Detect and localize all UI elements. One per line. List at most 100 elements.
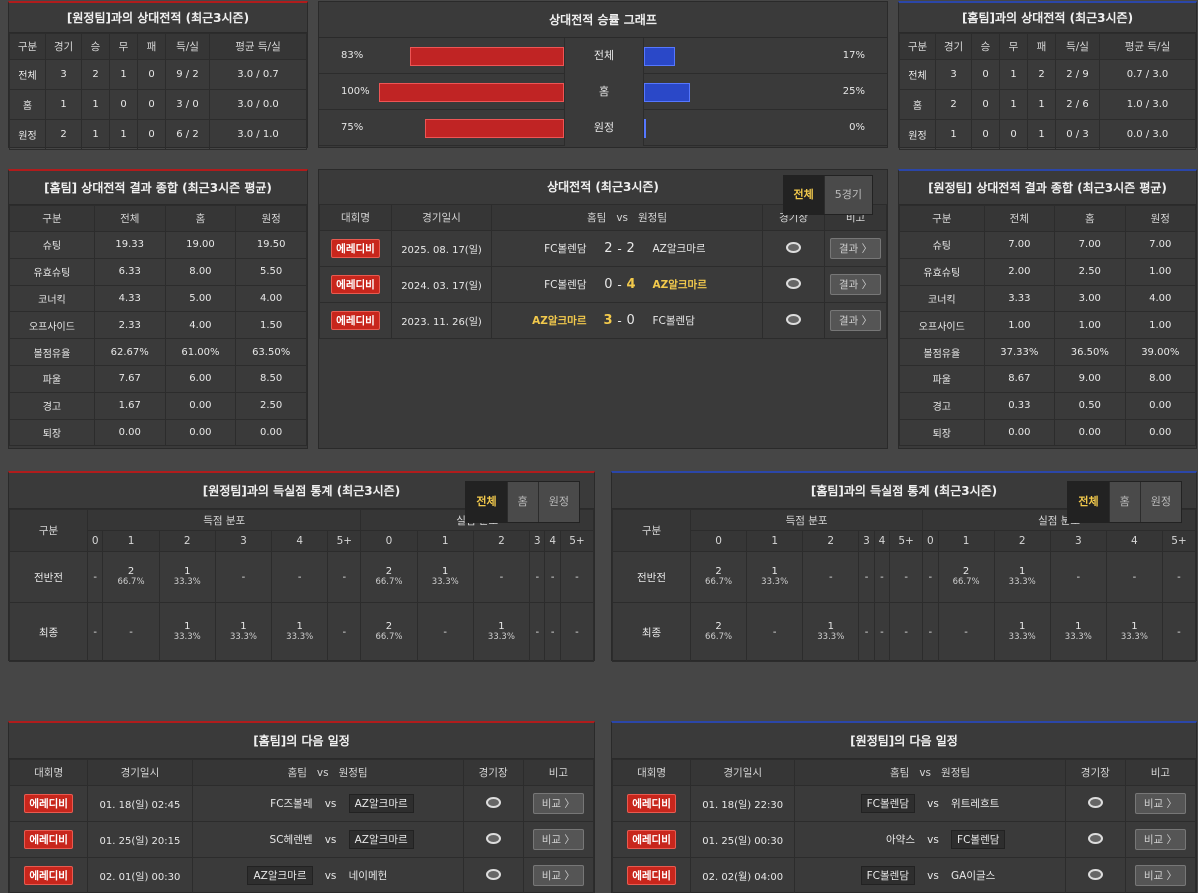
col-away: 원정팀 <box>638 212 667 224</box>
goals-home-tabs: 전체 홈 원정 <box>1067 481 1182 523</box>
compare-button[interactable]: 비교 〉 <box>1134 793 1186 814</box>
table-row: 볼점유율 37.33% 36.50% 39.00% <box>899 338 1197 366</box>
compare-button[interactable]: 비교 〉 <box>532 829 584 850</box>
away-team[interactable]: AZ알크마르 <box>652 266 763 303</box>
table-row: 에레디비 01. 25(일) 20:15 SC헤렌벤 vs AZ알크마르 비교 〉 <box>8 821 595 858</box>
tab-all[interactable]: 전체 <box>783 176 824 214</box>
home-team-cell: FC볼렌담 <box>794 857 915 893</box>
col-goal-count: 0 <box>86 530 104 552</box>
stadium-icon[interactable] <box>485 868 501 880</box>
stadium-icon[interactable] <box>1087 868 1103 880</box>
home-team[interactable]: FC볼렌담 <box>491 266 587 303</box>
stat-cell: 39.00% <box>1124 338 1197 366</box>
away-team[interactable]: FC볼렌담 <box>951 830 1006 849</box>
dist-cell: - <box>858 602 875 662</box>
tab-home[interactable]: 홈 <box>1108 482 1140 522</box>
home-team[interactable]: AZ알크마르 <box>247 866 313 885</box>
away-team[interactable]: AZ알크마르 <box>348 794 414 813</box>
league-badge[interactable]: 에레디비 <box>24 794 73 813</box>
stadium-icon[interactable] <box>786 277 801 289</box>
table-row: 에레디비 2024. 03. 17(일) FC볼렌담 0-4 AZ알크마르 결과 〉 <box>319 266 887 303</box>
league-badge[interactable]: 에레디비 <box>24 830 73 849</box>
league-badge[interactable]: 에레디비 <box>627 866 676 885</box>
dist-count: - <box>297 571 302 583</box>
column-header: 무 <box>999 33 1028 60</box>
home-team[interactable]: FC볼렌담 <box>860 866 915 885</box>
result-button[interactable]: 결과 〉 <box>829 238 882 259</box>
dist-cell: - <box>937 602 995 662</box>
tab-all[interactable]: 전체 <box>466 482 507 522</box>
tab-5-games[interactable]: 5경기 <box>823 176 872 214</box>
away-team[interactable]: 위트레흐트 <box>951 798 1000 810</box>
league-badge[interactable]: 에레디비 <box>331 239 380 258</box>
stadium-icon[interactable] <box>485 796 501 808</box>
home-team[interactable]: FC즈볼레 <box>270 798 313 810</box>
stat-cell: 8.00 <box>1124 364 1197 393</box>
league-badge[interactable]: 에레디비 <box>331 311 380 330</box>
compare-button[interactable]: 비교 〉 <box>532 793 584 814</box>
dist-percent: 66.7% <box>375 632 403 642</box>
home-team[interactable]: FC볼렌담 <box>860 794 915 813</box>
stadium-icon[interactable] <box>786 313 801 325</box>
home-team[interactable]: 아약스 <box>886 834 915 846</box>
away-team[interactable]: 네이메헌 <box>348 870 388 882</box>
dist-count: - <box>535 626 540 638</box>
tab-all[interactable]: 전체 <box>1068 482 1109 522</box>
league-badge[interactable]: 에레디비 <box>331 275 380 294</box>
league-badge[interactable]: 에레디비 <box>627 830 676 849</box>
score-dash: - <box>612 230 627 267</box>
league-badge[interactable]: 에레디비 <box>627 794 676 813</box>
dist-percent: 33.3% <box>286 632 314 642</box>
stadium-icon[interactable] <box>786 241 801 253</box>
result-button[interactable]: 결과 〉 <box>829 310 882 331</box>
table-row: 오프사이드 2.33 4.00 1.50 <box>9 311 307 340</box>
compare-button[interactable]: 비교 〉 <box>1134 865 1186 886</box>
table-row: 에레디비 2025. 08. 17(일) FC볼렌담 2-2 AZ알크마르 결과 〉 <box>319 230 887 267</box>
home-team[interactable]: SC헤렌벤 <box>269 834 313 846</box>
compare-button[interactable]: 비교 〉 <box>1134 829 1186 850</box>
h2h-away-table: 구분 경기 승 무 패 득/실 평균 득/실 전체 3 2 1 0 9 / 2 3.0 / 0.7 홈 1 1 0… <box>9 33 307 150</box>
league-badge[interactable]: 에레디비 <box>24 866 73 885</box>
stadium-icon[interactable] <box>1087 832 1103 844</box>
date-cell: 2023. 11. 26(일) <box>391 302 492 339</box>
away-team[interactable]: GA이글스 <box>951 870 996 882</box>
stadium-icon[interactable] <box>1087 796 1103 808</box>
col-league: 대회명 <box>319 204 392 231</box>
panel-title: [원정팀]과의 상대전적 (최근3시즌) <box>9 3 307 33</box>
dist-cell: - <box>559 551 595 603</box>
dist-cell: - <box>1161 602 1197 662</box>
vs-label: vs <box>915 857 952 893</box>
stat-cell: 9.00 <box>1054 364 1126 393</box>
table-row: 퇴장 0.00 0.00 0.00 <box>899 418 1197 447</box>
home-team[interactable]: FC볼렌담 <box>491 230 587 267</box>
stat-cell: 1.00 <box>1124 257 1197 286</box>
away-score: 0 <box>626 302 653 339</box>
stat-cell: 19.50 <box>235 231 307 259</box>
date-cell: 01. 25(일) 00:30 <box>690 821 796 858</box>
tab-away[interactable]: 원정 <box>1139 482 1181 522</box>
col-goal-count: 4 <box>1105 530 1163 552</box>
table-row: 전반전 -2 66.7% 1 33.3% - - -2 66.7% 1 33.3% - - - - <box>9 551 595 603</box>
compare-button[interactable]: 비교 〉 <box>532 865 584 886</box>
away-win-pct: 17% <box>842 50 865 61</box>
col-vs: vs <box>316 767 329 779</box>
tab-away[interactable]: 원정 <box>537 482 579 522</box>
dist-count: - <box>880 571 884 583</box>
stat-cell: 0.00 <box>93 418 166 447</box>
table-row: 에레디비 2023. 11. 26(일) AZ알크마르 3-0 FC볼렌담 결과 〉 <box>319 302 887 339</box>
dist-count: - <box>828 571 833 583</box>
dist-count: - <box>93 571 98 583</box>
tab-home[interactable]: 홈 <box>506 482 538 522</box>
stadium-icon[interactable] <box>485 832 501 844</box>
away-team[interactable]: FC볼렌담 <box>652 302 763 339</box>
home-team[interactable]: AZ알크마르 <box>491 302 587 339</box>
dist-count: - <box>928 571 933 583</box>
dist-count: - <box>129 626 133 638</box>
column-header: 홈 <box>164 205 237 232</box>
table-row: 경고 0.33 0.50 0.00 <box>899 391 1197 420</box>
stat-cell: 0.00 <box>164 418 237 447</box>
result-button[interactable]: 결과 〉 <box>829 274 882 295</box>
away-team[interactable]: AZ알크마르 <box>348 830 414 849</box>
away-team[interactable]: AZ알크마르 <box>652 230 763 267</box>
